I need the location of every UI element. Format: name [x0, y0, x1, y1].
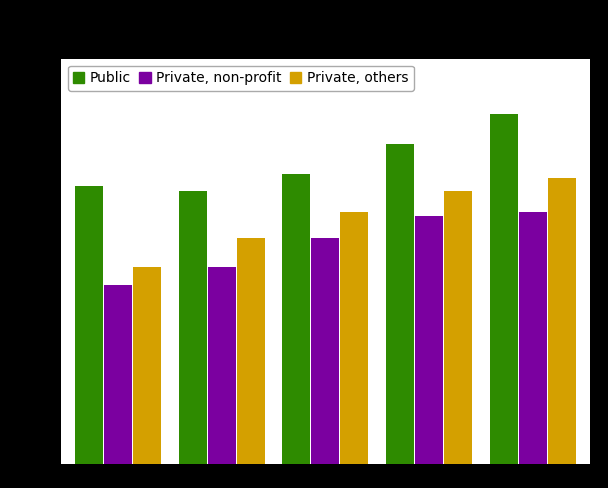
Bar — [75, 186, 103, 464]
Bar — [548, 178, 576, 464]
Bar — [179, 191, 207, 464]
Bar — [386, 144, 414, 464]
Bar — [489, 114, 517, 464]
Bar — [207, 267, 235, 464]
Bar — [133, 267, 161, 464]
Legend: Public, Private, non-profit, Private, others: Public, Private, non-profit, Private, ot… — [67, 65, 413, 91]
Bar — [104, 285, 132, 464]
Bar — [340, 212, 368, 464]
Bar — [444, 191, 472, 464]
Bar — [415, 216, 443, 464]
Bar — [519, 212, 547, 464]
Bar — [282, 174, 310, 464]
Bar — [237, 238, 264, 464]
Bar — [311, 238, 339, 464]
